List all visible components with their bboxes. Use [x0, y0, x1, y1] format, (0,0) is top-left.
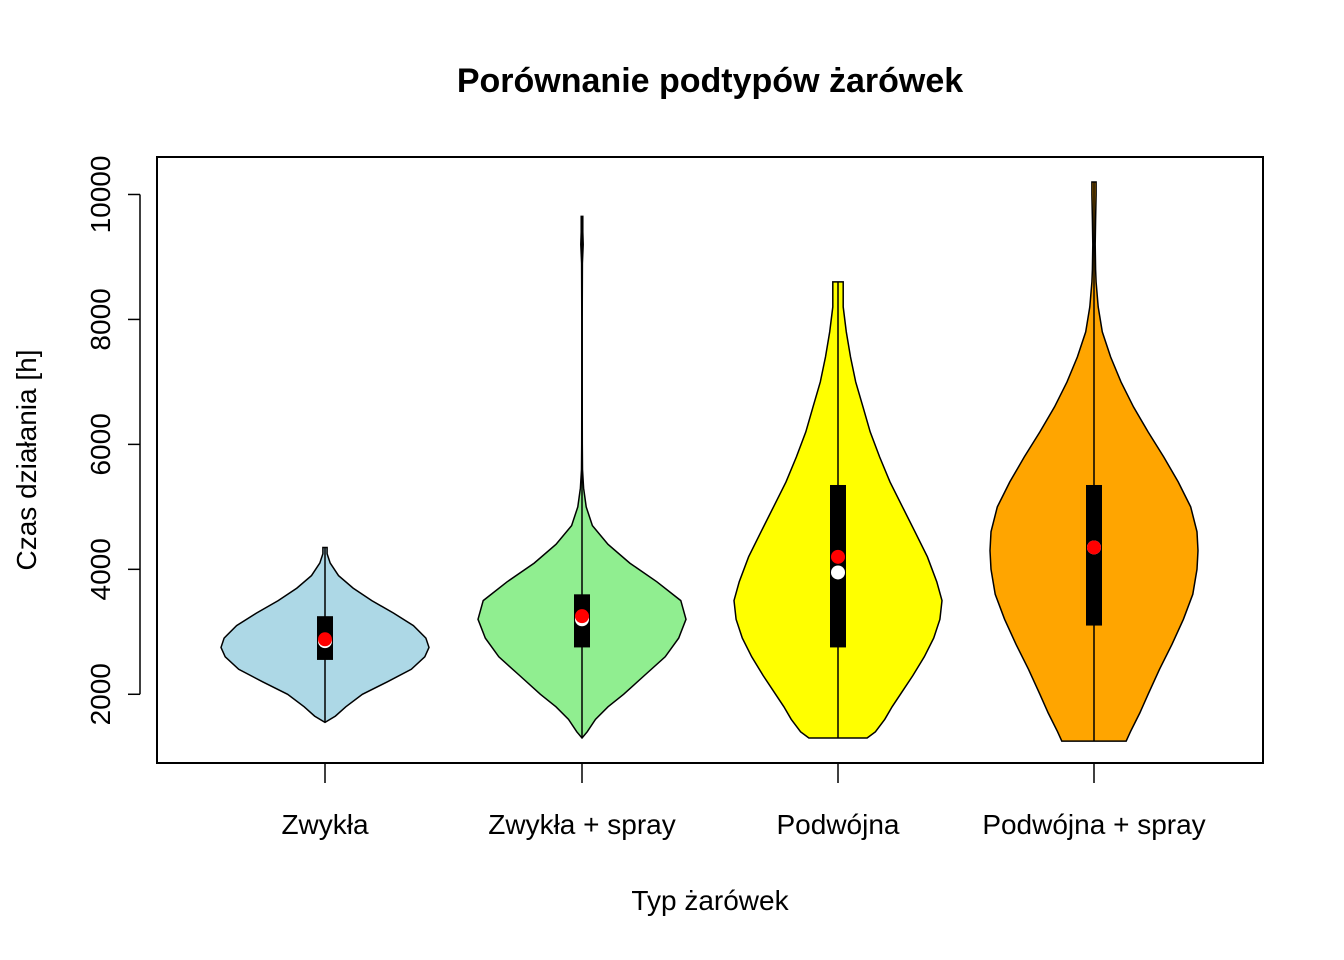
mean-marker-2 [831, 549, 845, 564]
y-tick-label-4: 10000 [85, 156, 116, 234]
x-axis-label: Typ żarówek [631, 885, 789, 916]
mean-marker-3 [1087, 540, 1101, 555]
plot-frame [156, 156, 1264, 764]
y-tick-label-1: 4000 [85, 538, 116, 600]
mean-marker-1 [575, 609, 589, 624]
y-tick-label-0: 2000 [85, 663, 116, 725]
violin-box-3 [1086, 484, 1102, 626]
x-tick-label-0: Zwykła [281, 809, 369, 840]
x-tick-label-3: Podwójna + spray [982, 809, 1205, 840]
violin-group [220, 181, 1199, 742]
chart-title: Porównanie podtypów żarówek [457, 62, 963, 100]
median-marker-2 [831, 565, 845, 580]
y-tick-label-2: 6000 [85, 413, 116, 475]
x-axis: Zwykła Zwykła + spray Podwójna Podwójna + s… [281, 763, 1206, 840]
mean-marker-0 [318, 632, 332, 647]
y-tick-label-3: 8000 [85, 288, 116, 350]
y-axis-label: Czas działania [h] [11, 349, 42, 570]
x-tick-label-1: Zwykła + spray [488, 809, 676, 840]
x-tick-label-2: Podwójna [777, 809, 900, 840]
y-axis: 2000 4000 6000 8000 10000 [85, 156, 141, 725]
